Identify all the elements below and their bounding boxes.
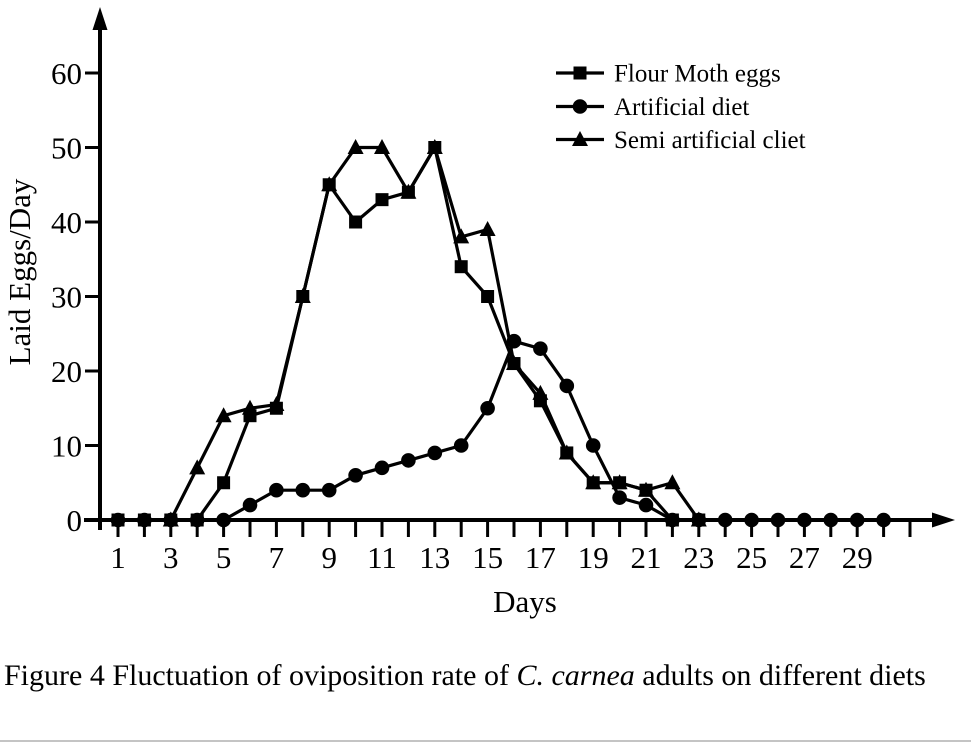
legend-circle-marker [572, 99, 588, 114]
series-marker-square [349, 215, 363, 229]
series-marker-circle [216, 512, 231, 528]
series-marker-square [481, 290, 495, 303]
y-tick-label: 30 [51, 280, 82, 315]
series-marker-circle [770, 512, 786, 528]
series-marker-circle [374, 460, 390, 476]
y-tick-label: 20 [51, 354, 82, 389]
x-tick-label: 11 [367, 540, 397, 575]
series-marker-square [454, 260, 468, 274]
y-axis-arrowhead [92, 7, 108, 30]
series-marker-circle [849, 512, 865, 528]
series-marker-circle [269, 482, 284, 498]
series-marker-triangle [532, 384, 549, 400]
series-marker-triangle [453, 228, 470, 244]
y-tick-label: 40 [51, 205, 82, 240]
series-marker-triangle [374, 139, 390, 154]
legend-label: Artificial diet [614, 94, 749, 121]
x-axis-arrowhead [932, 512, 955, 528]
x-tick-label: 3 [163, 540, 179, 575]
series-marker-square [217, 476, 231, 490]
series-marker-triangle [585, 474, 602, 490]
legend-square-marker [573, 66, 587, 80]
caption-species-name: C. carnea [516, 659, 635, 692]
series-marker-triangle [215, 407, 232, 423]
series-marker-circle [348, 468, 363, 483]
series-marker-triangle [611, 474, 628, 490]
series-marker-triangle [242, 399, 258, 415]
x-tick-label: 5 [216, 540, 232, 575]
series-marker-circle [717, 512, 733, 528]
series-marker-circle [533, 341, 548, 356]
series-marker-triangle [294, 288, 311, 303]
series-marker-circle [823, 512, 839, 528]
y-axis-title: Laid Eggs/Day [2, 178, 37, 365]
series-marker-circle [559, 378, 575, 394]
series-marker-circle [638, 497, 654, 513]
series-marker-triangle [189, 459, 206, 475]
x-tick-label: 27 [789, 540, 820, 575]
x-tick-label: 21 [631, 540, 662, 575]
series-marker-triangle [558, 444, 575, 460]
series-marker-triangle [506, 355, 522, 371]
series-marker-triangle [426, 139, 443, 154]
series-marker-square [375, 193, 389, 207]
series-line-triangle [169, 143, 701, 521]
y-tick-label: 60 [51, 56, 82, 91]
series-marker-circle [427, 445, 443, 461]
series-line-circle [118, 339, 884, 522]
series-marker-circle [137, 512, 152, 528]
series-marker-circle [612, 490, 627, 505]
legend-triangle-marker [572, 131, 588, 146]
caption-suffix: adults on different diets [634, 659, 926, 692]
legend-label: Flour Moth eggs [614, 61, 781, 88]
series-marker-circle [401, 453, 416, 468]
series-marker-circle [797, 512, 812, 528]
x-tick-label: 9 [321, 540, 337, 575]
series-marker-triangle [638, 481, 654, 497]
x-tick-label: 15 [472, 540, 503, 575]
series-marker-triangle [162, 511, 179, 527]
series-marker-circle [665, 512, 680, 528]
series-marker-circle [295, 482, 311, 498]
series-marker-triangle [347, 139, 364, 154]
x-tick-label: 17 [525, 540, 556, 575]
y-tick-label: 10 [51, 429, 82, 464]
y-tick-label: 50 [51, 131, 82, 166]
series-marker-circle [876, 512, 891, 528]
series-marker-triangle [321, 176, 338, 192]
x-axis-title: Days [493, 584, 557, 619]
series-marker-triangle [268, 396, 285, 412]
x-tick-label: 1 [110, 540, 126, 575]
caption-prefix: Figure 4 Fluctuation of oviposition rate… [4, 659, 517, 692]
series-marker-triangle [400, 183, 417, 199]
x-tick-label: 23 [683, 540, 714, 575]
series-marker-triangle [479, 220, 496, 236]
series-marker-triangle [690, 511, 707, 527]
x-tick-label: 19 [578, 540, 609, 575]
x-tick-label: 29 [842, 540, 873, 575]
series-marker-circle [242, 497, 258, 513]
figure-caption: Figure 4 Fluctuation of oviposition rate… [4, 655, 968, 696]
oviposition-rate-chart: 0 10 20 30 40 50 60 1 3 5 7 9 11 13 15 17 19 21 23 25 27 29 Da… [2, 7, 955, 619]
series-marker-circle [189, 512, 205, 528]
x-tick-label: 25 [736, 540, 767, 575]
series-marker-circle [480, 400, 495, 416]
series-marker-circle [110, 512, 126, 528]
bottom-divider-line [0, 740, 971, 742]
legend-label: Semi artificial cliet [614, 127, 806, 154]
series-marker-circle [585, 438, 601, 453]
series-marker-circle [744, 512, 759, 528]
y-tick-label: 0 [67, 503, 83, 538]
series-marker-circle [321, 482, 337, 498]
series-marker-circle [453, 438, 469, 453]
series-marker-triangle [664, 474, 681, 490]
x-tick-label: 13 [419, 540, 450, 575]
x-tick-label: 7 [269, 540, 285, 575]
